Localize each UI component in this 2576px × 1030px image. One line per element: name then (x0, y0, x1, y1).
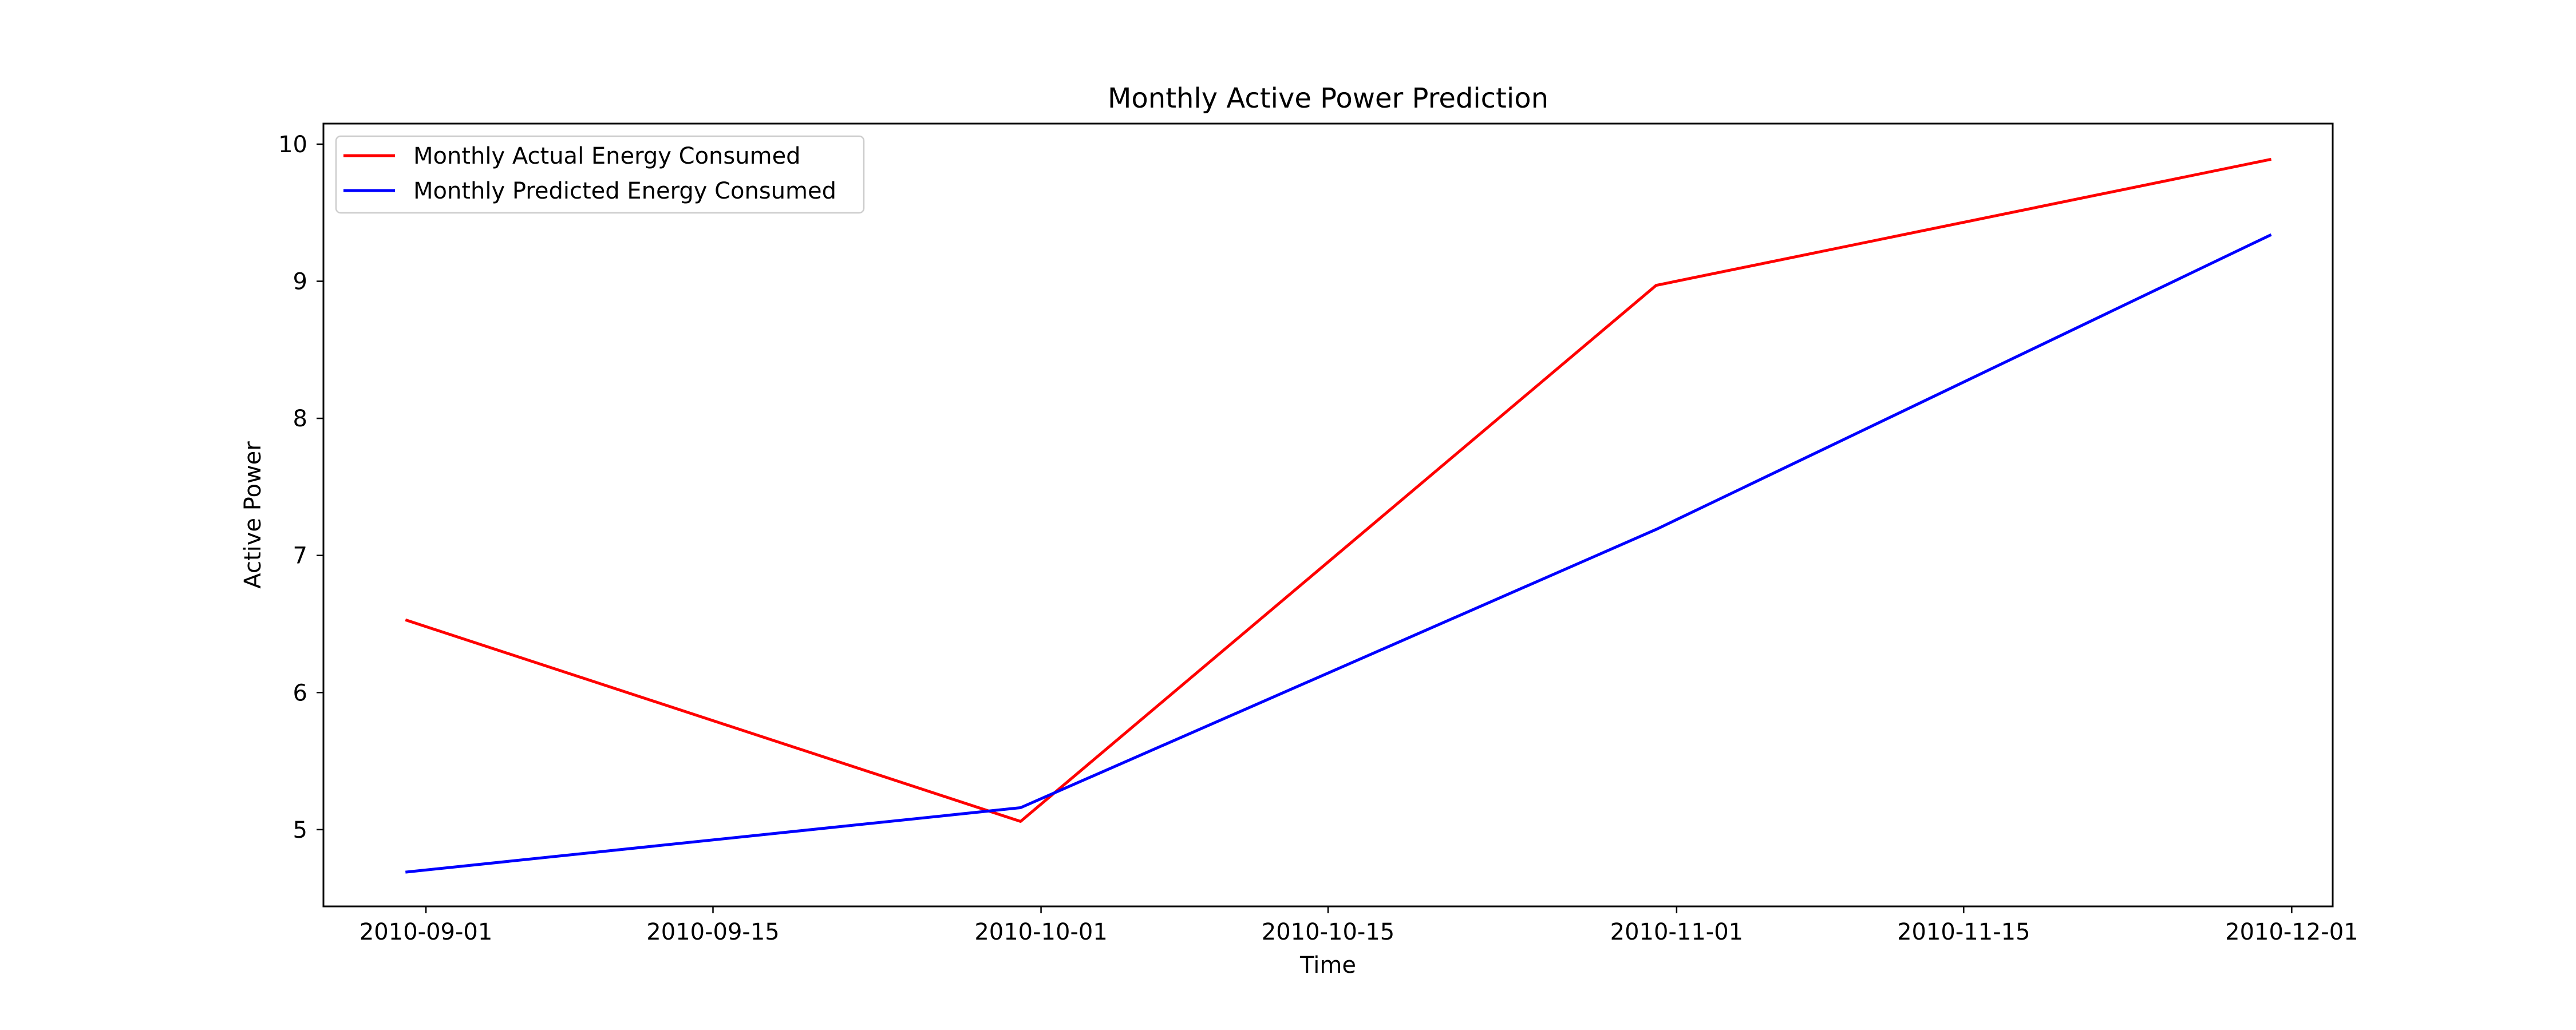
y-tick-label: 7 (293, 543, 307, 569)
series-layer (405, 157, 2272, 874)
legend: Monthly Actual Energy Consumed Monthly P… (335, 135, 865, 214)
x-tick-label: 2010-11-01 (1610, 919, 1743, 945)
y-tick-label: 10 (278, 132, 307, 158)
x-tick-label: 2010-11-15 (1897, 919, 2030, 945)
x-tick-label: 2010-10-01 (974, 919, 1107, 945)
series-line-actual (405, 157, 2272, 823)
y-tick-label: 6 (293, 680, 307, 706)
y-tick-label: 8 (293, 406, 307, 432)
x-tick-label: 2010-09-01 (359, 919, 492, 945)
chart-title: Monthly Active Power Prediction (1108, 82, 1548, 114)
y-tick-label: 9 (293, 269, 307, 295)
x-axis: 2010-09-01 2010-09-15 2010-10-01 2010-10-15… (359, 906, 2358, 945)
legend-box (335, 135, 865, 214)
x-tick-label: 2010-10-15 (1262, 919, 1394, 945)
y-tick-label: 5 (293, 817, 307, 843)
x-axis-label: Time (1299, 952, 1356, 978)
series-line-predicted (405, 233, 2272, 874)
legend-label-actual: Monthly Actual Energy Consumed (413, 143, 801, 169)
x-tick-label: 2010-09-15 (646, 919, 779, 945)
legend-label-predicted: Monthly Predicted Energy Consumed (413, 178, 836, 204)
y-axis-label: Active Power (240, 441, 266, 589)
x-tick-label: 2010-12-01 (2225, 919, 2358, 945)
y-axis: 5 6 7 8 9 10 (278, 132, 323, 843)
